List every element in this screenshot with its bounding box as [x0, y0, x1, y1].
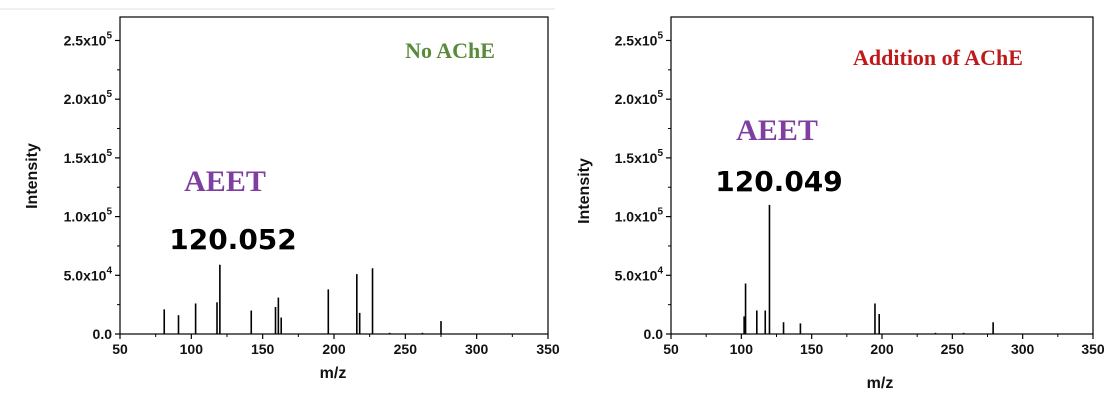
x-tick-label: 250 [941, 341, 965, 357]
x-tick-label: 50 [112, 341, 128, 357]
x-tick-label: 150 [800, 341, 824, 357]
panel-title: No AChE [405, 38, 495, 63]
left-panel: Intensity m/z No AChE AEET 120.052 50 100… [24, 16, 560, 382]
y-tick-label: 2.0x105 [615, 89, 664, 107]
y-tick-label: 5.0x104 [615, 265, 664, 283]
compound-label: AEET [736, 114, 818, 147]
x-tick-label: 350 [536, 341, 560, 357]
x-tick-label: 300 [1011, 341, 1035, 357]
x-tick-label: 250 [394, 341, 418, 357]
y-tick-label: 2.5x105 [615, 30, 664, 48]
y-tick-label: 2.5x105 [64, 30, 113, 48]
mz-annotation: 120.049 [715, 165, 843, 198]
x-tick-label: 350 [1081, 341, 1105, 357]
mz-annotation: 120.052 [169, 223, 297, 256]
y-axis-title: Intensity [576, 158, 593, 224]
x-axis-title: m/z [867, 375, 894, 392]
x-tick-label: 100 [180, 341, 204, 357]
y-tick-label: 1.5x105 [64, 148, 113, 166]
compound-label: AEET [184, 165, 266, 198]
y-tick-label: 0.0 [93, 326, 113, 342]
right-panel: Intensity m/z Addition of AChE AEET 120.… [576, 16, 1105, 392]
y-tick-label: 5.0x104 [64, 265, 113, 283]
y-tick-label: 2.0x105 [64, 89, 113, 107]
x-tick-label: 200 [870, 341, 894, 357]
x-tick-label: 300 [465, 341, 489, 357]
panel-title: Addition of AChE [853, 45, 1023, 70]
x-tick-label: 200 [322, 341, 346, 357]
y-tick-label: 1.5x105 [615, 148, 664, 166]
x-tick-label: 150 [251, 341, 275, 357]
y-tick-label: 1.0x105 [64, 207, 113, 225]
x-tick-label: 50 [663, 341, 679, 357]
y-tick-label: 0.0 [644, 326, 664, 342]
x-axis-title: m/z [320, 365, 347, 382]
y-tick-label: 1.0x105 [615, 207, 664, 225]
x-tick-label: 100 [730, 341, 754, 357]
y-axis-title: Intensity [24, 143, 41, 209]
